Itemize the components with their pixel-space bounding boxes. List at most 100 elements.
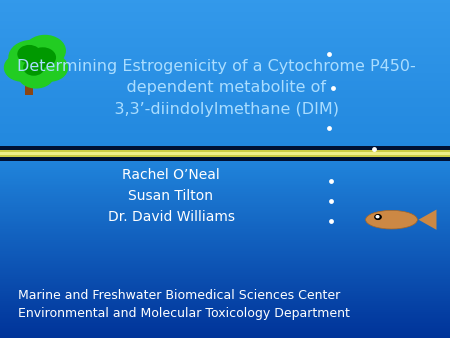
Bar <box>0 24 450 25</box>
Bar <box>0 295 450 296</box>
Bar <box>0 62 450 63</box>
Bar <box>0 258 450 259</box>
Bar <box>0 152 450 153</box>
Bar <box>0 307 450 308</box>
Bar <box>0 122 450 123</box>
Bar <box>0 149 450 150</box>
Bar <box>0 95 450 96</box>
Bar <box>0 182 450 183</box>
Bar <box>0 86 450 87</box>
Bar <box>0 264 450 265</box>
Bar <box>0 223 450 224</box>
Bar <box>0 163 450 165</box>
Bar <box>0 13 450 14</box>
Bar <box>0 226 450 227</box>
Bar <box>0 236 450 237</box>
Bar <box>0 79 450 80</box>
Bar <box>0 240 450 241</box>
Bar <box>0 50 450 51</box>
Bar <box>0 121 450 122</box>
Bar <box>0 267 450 268</box>
Bar <box>0 302 450 303</box>
Bar <box>0 199 450 200</box>
Bar <box>0 69 450 70</box>
Bar <box>0 135 450 136</box>
Bar <box>0 214 450 215</box>
Bar <box>0 197 450 198</box>
Bar <box>0 336 450 337</box>
Bar <box>0 105 450 106</box>
Bar <box>0 328 450 329</box>
Bar <box>0 276 450 277</box>
Bar <box>0 205 450 206</box>
Bar <box>0 9 450 10</box>
Bar <box>0 108 450 109</box>
Bar <box>0 2 450 3</box>
Bar <box>0 294 450 295</box>
Bar <box>0 124 450 125</box>
Bar <box>0 260 450 261</box>
Bar <box>0 332 450 334</box>
Bar <box>0 244 450 246</box>
Circle shape <box>24 60 44 75</box>
Bar <box>0 98 450 99</box>
Bar <box>0 118 450 119</box>
Bar <box>0 113 450 114</box>
Bar <box>0 37 450 38</box>
Bar <box>0 25 450 26</box>
Bar <box>0 165 450 166</box>
Bar <box>0 265 450 266</box>
Bar <box>0 296 450 297</box>
Bar <box>0 154 450 155</box>
Bar <box>0 145 450 146</box>
Bar <box>0 188 450 189</box>
Bar <box>0 192 450 193</box>
Bar <box>0 290 450 291</box>
Ellipse shape <box>365 210 418 229</box>
Bar <box>0 257 450 258</box>
Bar <box>0 43 450 44</box>
Bar <box>0 40 450 41</box>
Bar <box>0 231 450 232</box>
Bar <box>0 116 450 117</box>
Bar <box>0 254 450 255</box>
Bar <box>0 6 450 7</box>
Bar <box>0 261 450 263</box>
Bar <box>0 42 450 43</box>
Bar <box>0 288 450 290</box>
Bar <box>0 4 450 6</box>
Bar <box>0 170 450 171</box>
Bar <box>0 281 450 282</box>
Circle shape <box>25 35 65 66</box>
Bar <box>0 78 450 79</box>
Circle shape <box>4 54 40 81</box>
Bar <box>0 187 450 188</box>
Bar <box>0 325 450 327</box>
Bar <box>0 129 450 131</box>
Bar <box>0 63 450 64</box>
Bar <box>0 233 450 234</box>
Bar <box>0 67 450 68</box>
Bar <box>0 247 450 248</box>
Bar <box>0 310 450 311</box>
Bar <box>0 268 450 269</box>
Bar <box>0 133 450 134</box>
Bar <box>0 248 450 249</box>
Bar <box>0 270 450 271</box>
Bar <box>0 0 450 1</box>
Bar <box>0 183 450 184</box>
Bar <box>0 55 450 56</box>
Bar <box>0 60 450 61</box>
Bar <box>0 21 450 23</box>
Bar <box>0 19 450 20</box>
Bar <box>0 131 450 132</box>
Bar <box>0 177 450 178</box>
Bar <box>0 141 450 142</box>
Bar <box>0 96 450 97</box>
Circle shape <box>32 54 68 81</box>
Bar <box>0 148 450 149</box>
Bar <box>0 29 450 30</box>
Bar <box>0 330 450 331</box>
Bar <box>0 65 450 67</box>
Bar <box>0 75 450 77</box>
